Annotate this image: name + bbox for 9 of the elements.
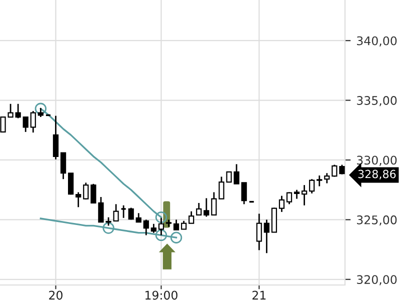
text: 328,86 [358,170,396,180]
y-tick-label: 335,00 [357,96,397,106]
x-tick-label: 20 [49,290,62,300]
x-tick-label: 21 [252,290,266,300]
y-tick-label: 325,00 [357,215,397,226]
y-tick-label: 320,00 [357,275,397,286]
y-tick-label: 340,00 [357,36,397,46]
x-tick-label: 19:00 [145,290,178,300]
y-tick-label: 330,00 [357,156,397,166]
